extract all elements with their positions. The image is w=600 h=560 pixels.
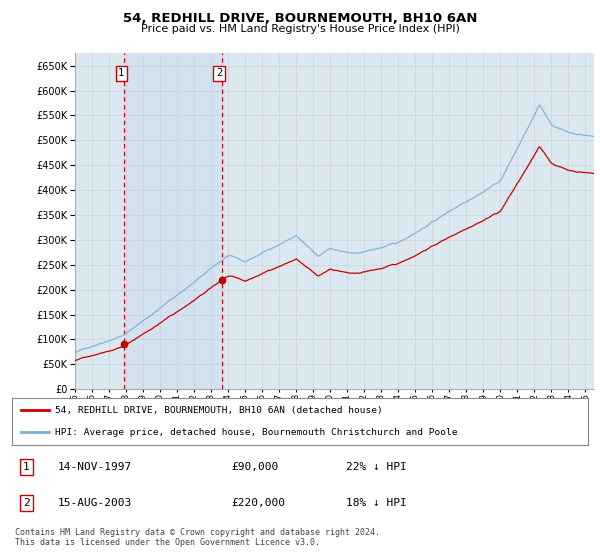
Text: 14-NOV-1997: 14-NOV-1997 <box>58 462 133 472</box>
Text: HPI: Average price, detached house, Bournemouth Christchurch and Poole: HPI: Average price, detached house, Bour… <box>55 428 458 437</box>
Text: 54, REDHILL DRIVE, BOURNEMOUTH, BH10 6AN (detached house): 54, REDHILL DRIVE, BOURNEMOUTH, BH10 6AN… <box>55 406 383 415</box>
Text: 1: 1 <box>23 462 30 472</box>
Text: 54, REDHILL DRIVE, BOURNEMOUTH, BH10 6AN: 54, REDHILL DRIVE, BOURNEMOUTH, BH10 6AN <box>123 12 477 25</box>
Text: 15-AUG-2003: 15-AUG-2003 <box>58 498 133 508</box>
Text: £220,000: £220,000 <box>231 498 285 508</box>
Bar <box>124 53 221 389</box>
Text: £90,000: £90,000 <box>231 462 278 472</box>
Text: Contains HM Land Registry data © Crown copyright and database right 2024.
This d: Contains HM Land Registry data © Crown c… <box>15 528 380 547</box>
Text: 18% ↓ HPI: 18% ↓ HPI <box>346 498 407 508</box>
Text: Price paid vs. HM Land Registry's House Price Index (HPI): Price paid vs. HM Land Registry's House … <box>140 24 460 34</box>
Text: 1: 1 <box>118 68 124 78</box>
Text: 2: 2 <box>216 68 222 78</box>
Text: 22% ↓ HPI: 22% ↓ HPI <box>346 462 407 472</box>
Text: 2: 2 <box>23 498 30 508</box>
